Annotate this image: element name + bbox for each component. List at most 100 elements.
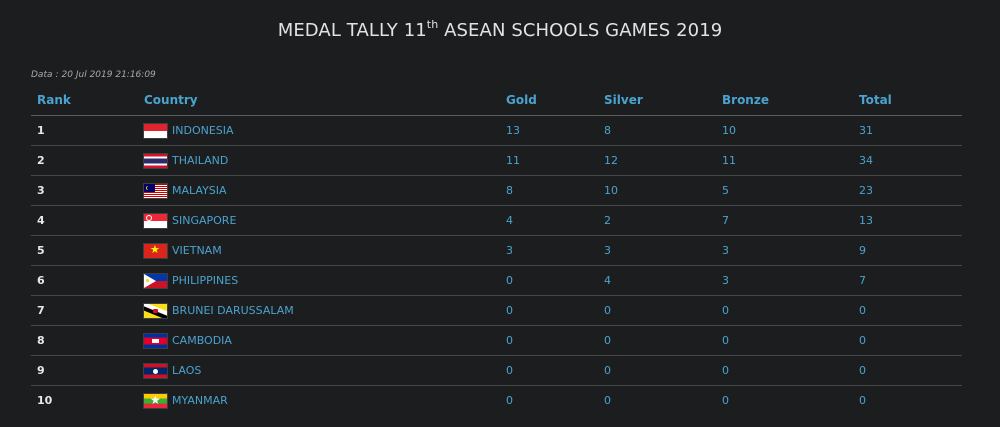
table-row: 9 LAOS 0 0 0 0 — [31, 355, 962, 386]
country-cell: MYANMAR — [138, 385, 500, 415]
country-name: INDONESIA — [172, 124, 234, 137]
table-row: 4 SINGAPORE 4 2 7 13 — [31, 205, 962, 236]
gold-cell: 11 — [500, 145, 598, 176]
total-cell: 9 — [853, 235, 962, 266]
silver-cell: 3 — [598, 235, 716, 266]
silver-cell: 12 — [598, 145, 716, 176]
column-header-country: Country — [138, 84, 500, 116]
table-row: 3 MALAYSIA 8 10 5 23 — [31, 175, 962, 206]
country-name: MALAYSIA — [172, 184, 227, 197]
total-cell: 0 — [853, 295, 962, 326]
table-row: 5 VIETNAM 3 3 3 9 — [31, 235, 962, 266]
column-header-silver: Silver — [598, 84, 716, 116]
medal-table: Rank Country Gold Silver Bronze Total 1 … — [31, 84, 962, 415]
total-cell: 23 — [853, 175, 962, 206]
rank-cell: 9 — [31, 355, 138, 386]
country-cell: SINGAPORE — [138, 205, 500, 236]
country-cell: INDONESIA — [138, 116, 500, 146]
country-cell: CAMBODIA — [138, 325, 500, 356]
rank-cell: 8 — [31, 325, 138, 356]
bronze-cell: 3 — [716, 235, 853, 266]
gold-cell: 0 — [500, 325, 598, 356]
country-cell: LAOS — [138, 355, 500, 386]
country-cell: VIETNAM — [138, 235, 500, 266]
total-cell: 34 — [853, 145, 962, 176]
total-cell: 31 — [859, 124, 873, 137]
silver-cell: 0 — [598, 355, 716, 386]
country-cell: MALAYSIA — [138, 175, 500, 206]
rank-cell: 7 — [31, 295, 138, 326]
table-row: 2 THAILAND 11 12 11 34 — [31, 145, 962, 176]
country-name: THAILAND — [172, 154, 229, 167]
table-row: 8 CAMBODIA 0 0 0 0 — [31, 325, 962, 356]
bronze-cell: 0 — [716, 385, 853, 415]
table-row: 1 INDONESIA 13 8 10 31 — [31, 116, 962, 146]
column-header-total: Total — [853, 84, 962, 116]
column-header-gold: Gold — [500, 84, 598, 116]
silver-cell: 4 — [598, 265, 716, 296]
country-name: CAMBODIA — [172, 334, 232, 347]
silver-cell: 10 — [598, 175, 716, 206]
silver-cell: 2 — [598, 205, 716, 236]
gold-cell: 13 — [506, 124, 520, 137]
title-prefix: MEDAL TALLY 11 — [277, 20, 427, 41]
brunei-flag-icon — [144, 303, 167, 318]
country-name: MYANMAR — [172, 394, 228, 407]
data-timestamp: Data:20 Jul 2019 21:16:09 — [31, 70, 156, 80]
bronze-cell: 7 — [716, 205, 853, 236]
total-cell: 7 — [853, 265, 962, 296]
cambodia-flag-icon — [144, 333, 167, 348]
gold-cell: 0 — [500, 295, 598, 326]
title-suffix: ASEAN SCHOOLS GAMES 2019 — [438, 20, 723, 41]
table-header-row: Rank Country Gold Silver Bronze Total — [31, 84, 962, 116]
singapore-flag-icon — [144, 213, 167, 228]
bronze-cell: 0 — [716, 295, 853, 326]
silver-cell: 0 — [598, 385, 716, 415]
country-cell: THAILAND — [138, 145, 500, 176]
thailand-flag-icon — [144, 153, 167, 168]
rank-cell: 4 — [31, 205, 138, 236]
rank-cell: 2 — [31, 145, 138, 176]
gold-cell: 0 — [500, 355, 598, 386]
country-cell: BRUNEI DARUSSALAM — [138, 295, 500, 326]
gold-cell: 8 — [500, 175, 598, 206]
column-header-rank: Rank — [31, 84, 138, 116]
country-name: SINGAPORE — [172, 214, 237, 227]
rank-cell: 6 — [31, 265, 138, 296]
bronze-cell: 0 — [716, 325, 853, 356]
bronze-cell: 0 — [716, 355, 853, 386]
rank-cell: 3 — [31, 175, 138, 206]
vietnam-flag-icon — [144, 243, 167, 258]
myanmar-flag-icon — [144, 393, 167, 408]
country-cell: PHILIPPINES — [138, 265, 500, 296]
rank-cell: 5 — [31, 235, 138, 266]
country-name: BRUNEI DARUSSALAM — [172, 304, 294, 317]
table-row: 7 BRUNEI DARUSSALAM 0 0 0 0 — [31, 295, 962, 326]
silver-cell: 0 — [598, 325, 716, 356]
rank-cell: 10 — [31, 385, 138, 415]
silver-cell: 0 — [598, 295, 716, 326]
gold-cell: 0 — [500, 385, 598, 415]
country-name: LAOS — [172, 364, 202, 377]
bronze-cell: 10 — [722, 124, 736, 137]
date-value: 20 Jul 2019 21:16:09 — [61, 70, 156, 80]
country-name: PHILIPPINES — [172, 274, 239, 287]
silver-cell: 8 — [604, 124, 611, 137]
page-title: MEDAL TALLY 11th ASEAN SCHOOLS GAMES 201… — [0, 18, 1000, 41]
column-header-bronze: Bronze — [716, 84, 853, 116]
table-row: 10 MYANMAR 0 0 0 0 — [31, 385, 962, 415]
table-row: 6 PHILIPPINES 0 4 3 7 — [31, 265, 962, 296]
bronze-cell: 3 — [716, 265, 853, 296]
total-cell: 0 — [853, 385, 962, 415]
laos-flag-icon — [144, 363, 167, 378]
malaysia-flag-icon — [144, 183, 167, 198]
total-cell: 0 — [853, 355, 962, 386]
gold-cell: 0 — [500, 265, 598, 296]
date-separator: : — [55, 70, 59, 80]
total-cell: 13 — [853, 205, 962, 236]
philippines-flag-icon — [144, 273, 167, 288]
gold-cell: 4 — [500, 205, 598, 236]
rank-cell: 1 — [37, 124, 45, 137]
gold-cell: 3 — [500, 235, 598, 266]
